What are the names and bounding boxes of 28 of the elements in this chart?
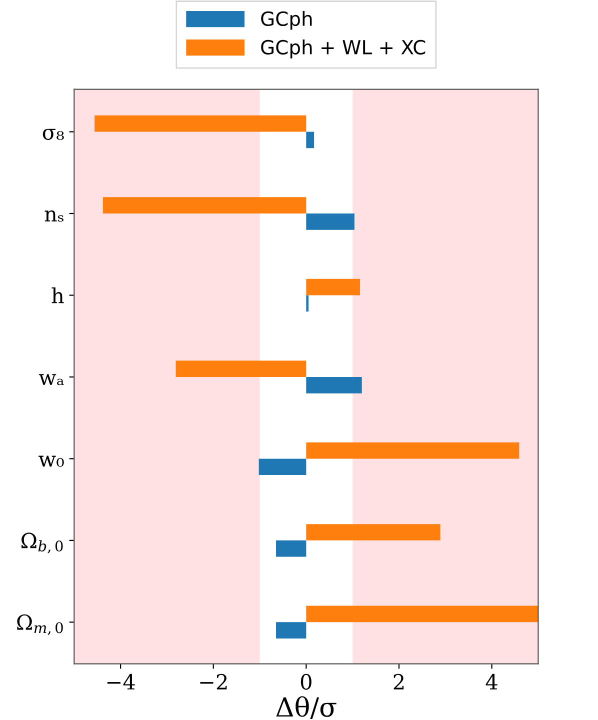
x-tick-label: −4 [107, 674, 135, 690]
bar [276, 540, 306, 557]
bar [306, 524, 440, 540]
y-tick-label: σ₈ [42, 128, 64, 140]
y-tick-label: h [52, 287, 64, 304]
bar [306, 376, 362, 394]
bar [102, 197, 306, 214]
legend-label: GCph + WL + XC [261, 40, 426, 58]
x-tick-label: −2 [200, 674, 227, 690]
y-tick-label: nₛ [44, 210, 64, 222]
bar [306, 214, 354, 230]
x-tick-label: 2 [394, 674, 404, 690]
bar [94, 115, 306, 132]
x-tick-label: 0 [300, 674, 312, 690]
bar [176, 360, 306, 377]
bar [306, 442, 520, 459]
bar [276, 622, 306, 639]
y-tick-label: wₐ [38, 374, 64, 386]
x-axis-title: Δθ/σ [276, 696, 336, 720]
bar [258, 458, 306, 476]
x-tick-label: 4 [486, 674, 498, 690]
y-tick-label: Ω$_{b,0}$ [22, 532, 63, 554]
bar [306, 606, 538, 622]
bar [306, 132, 314, 148]
y-tick-label: Ω$_{m,0}$ [17, 614, 63, 636]
bar [306, 278, 360, 296]
legend-label: GCph [261, 10, 312, 30]
y-tick-label: w₀ [38, 456, 64, 467]
